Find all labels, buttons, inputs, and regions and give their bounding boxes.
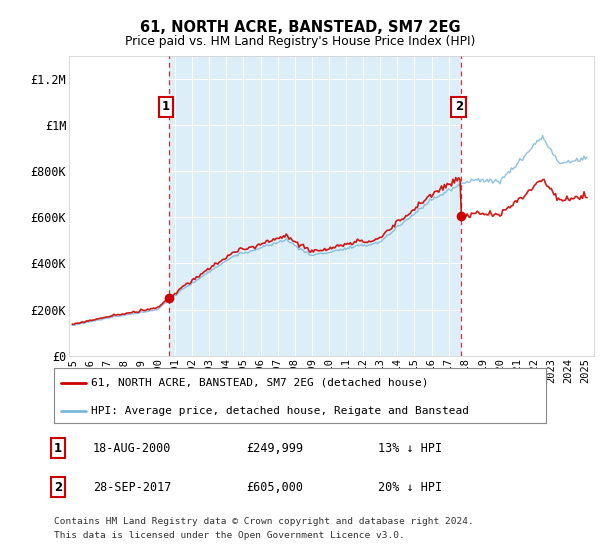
Text: 1: 1	[162, 100, 170, 113]
Bar	[169, 56, 461, 356]
Text: Price paid vs. HM Land Registry's House Price Index (HPI): Price paid vs. HM Land Registry's House …	[125, 35, 475, 48]
Text: 2: 2	[54, 480, 62, 494]
Text: Contains HM Land Registry data © Crown copyright and database right 2024.: Contains HM Land Registry data © Crown c…	[54, 516, 474, 526]
Text: 28-SEP-2017: 28-SEP-2017	[93, 480, 172, 494]
Text: 2: 2	[455, 100, 463, 113]
Text: 13% ↓ HPI: 13% ↓ HPI	[378, 441, 442, 455]
Text: 18-AUG-2000: 18-AUG-2000	[93, 441, 172, 455]
Text: 20% ↓ HPI: 20% ↓ HPI	[378, 480, 442, 494]
Text: 1: 1	[54, 441, 62, 455]
Text: 61, NORTH ACRE, BANSTEAD, SM7 2EG (detached house): 61, NORTH ACRE, BANSTEAD, SM7 2EG (detac…	[91, 378, 428, 388]
Text: £249,999: £249,999	[246, 441, 303, 455]
Text: £605,000: £605,000	[246, 480, 303, 494]
Text: 61, NORTH ACRE, BANSTEAD, SM7 2EG: 61, NORTH ACRE, BANSTEAD, SM7 2EG	[140, 20, 460, 35]
Text: This data is licensed under the Open Government Licence v3.0.: This data is licensed under the Open Gov…	[54, 531, 405, 540]
Text: HPI: Average price, detached house, Reigate and Banstead: HPI: Average price, detached house, Reig…	[91, 406, 469, 416]
